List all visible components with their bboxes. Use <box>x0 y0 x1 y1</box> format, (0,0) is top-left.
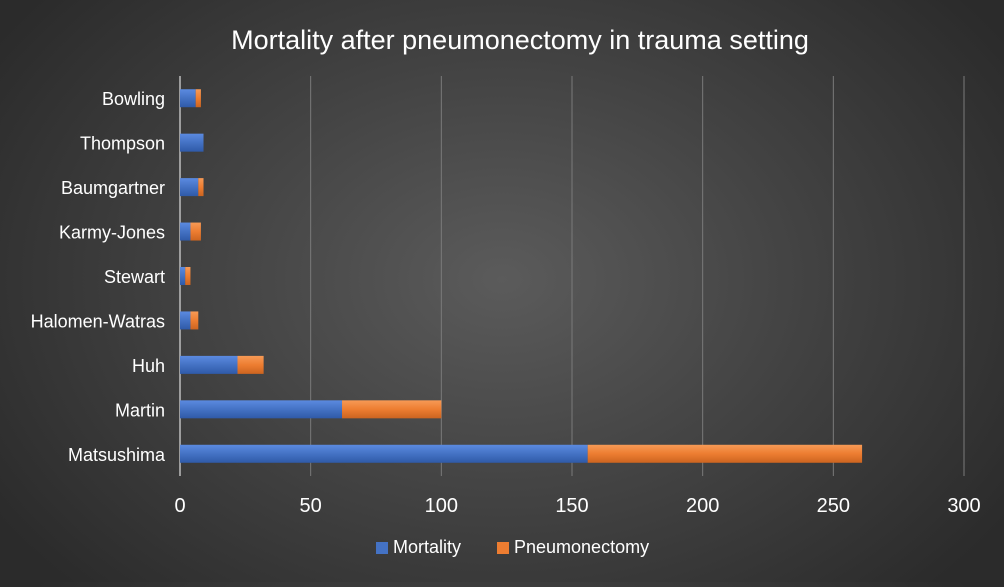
legend: Mortality Pneumonectomy <box>376 537 649 557</box>
category-label: Thompson <box>80 134 165 154</box>
bar-mortality <box>180 89 196 108</box>
legend-label: Mortality <box>393 537 461 557</box>
bar-pneumonectomy <box>195 89 201 108</box>
category-label: Baumgartner <box>61 178 165 198</box>
x-tick-label: 50 <box>300 495 322 517</box>
x-tick-label: 300 <box>947 495 980 517</box>
category-label: Huh <box>132 356 165 376</box>
legend-swatch <box>497 542 509 554</box>
bar-mortality <box>180 133 204 152</box>
bar-mortality <box>180 444 588 463</box>
bar-mortality <box>180 311 191 330</box>
bar-mortality <box>180 267 186 285</box>
category-label: Karmy-Jones <box>59 223 165 243</box>
x-tick-label: 0 <box>174 495 185 517</box>
bar-pneumonectomy <box>237 355 264 374</box>
bar-pneumonectomy <box>185 267 191 285</box>
bar-pneumonectomy <box>190 311 199 330</box>
bars <box>180 89 863 463</box>
category-label: Bowling <box>102 89 165 109</box>
x-tick-label: 250 <box>817 495 850 517</box>
x-tick-label: 100 <box>425 495 458 517</box>
chart-title: Mortality after pneumonectomy in trauma … <box>231 25 809 55</box>
legend-label: Pneumonectomy <box>514 537 649 557</box>
category-labels: Matsushima Martin Huh Halomen-Watras Stewart… <box>31 89 166 465</box>
category-label: Halomen-Watras <box>31 311 165 331</box>
bar-pneumonectomy <box>190 222 201 241</box>
bar-pneumonectomy <box>342 400 442 419</box>
legend-swatch <box>376 542 388 554</box>
x-tick-labels: 0 50 100 150 200 250 300 <box>174 495 980 517</box>
bar-mortality <box>180 355 238 374</box>
bar-mortality <box>180 178 199 197</box>
category-label: Matsushima <box>68 445 166 465</box>
bar-mortality <box>180 400 343 419</box>
bar-pneumonectomy <box>587 444 863 463</box>
category-label: Martin <box>115 400 165 420</box>
x-tick-label: 150 <box>555 495 588 517</box>
bar-pneumonectomy <box>198 178 204 197</box>
category-label: Stewart <box>104 267 165 287</box>
bar-mortality <box>180 222 191 241</box>
x-tick-label: 200 <box>686 495 719 517</box>
